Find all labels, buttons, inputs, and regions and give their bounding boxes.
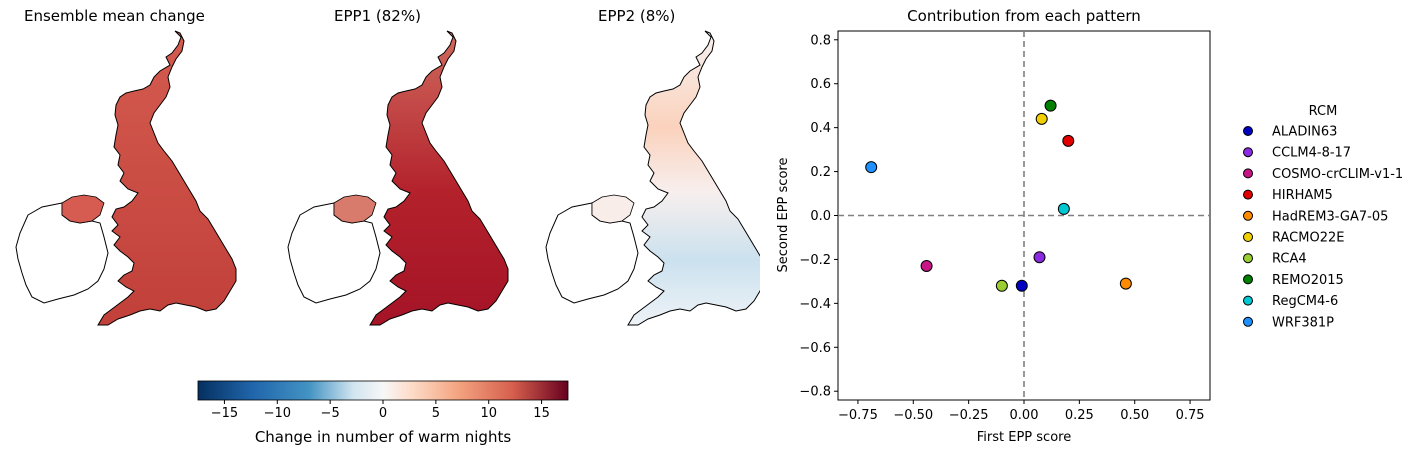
legend-marker [1243, 126, 1253, 136]
y-tick-label: 0.6 [810, 77, 831, 92]
legend-entry: CCLM4-8-17 [1272, 146, 1351, 161]
y-tick-label: 0.0 [810, 209, 831, 224]
scatter-point-hadrem3-ga7-05 [1119, 277, 1132, 290]
map-title-epp1: EPP1 (82%) [334, 7, 421, 25]
legend-marker [1243, 295, 1253, 306]
colorbar-label: Change in number of warm nights [254, 428, 512, 446]
scatter-point-hirham5 [1062, 134, 1075, 147]
legend-entry: RACMO22E [1272, 231, 1344, 246]
colorbar-gradient [197, 380, 569, 401]
legend: RCM ALADIN63 CCLM4-8-17 COSMO-crCLIM-v1-1 H… [1243, 104, 1403, 330]
y-tick-label: 0.2 [810, 165, 831, 180]
y-tick-label: −0.4 [799, 297, 831, 312]
scatter-point-aladin63 [1015, 279, 1028, 292]
legend-marker [1243, 168, 1253, 179]
legend-marker [1243, 316, 1253, 327]
scatter-point-rca4 [995, 279, 1008, 292]
scatter-point-wrf381p [865, 161, 878, 174]
chart-title: Contribution from each pattern [907, 7, 1141, 25]
colorbar-tick-label: 10 [480, 406, 497, 418]
map-title-epp2: EPP2 (8%) [598, 7, 676, 25]
legend-entry: REMO2015 [1272, 273, 1344, 288]
colorbar-tick-label: 5 [432, 406, 440, 418]
colorbar-tick-label: −10 [264, 406, 291, 418]
scatter-point-cosmo-crclim-v1-1 [920, 260, 933, 273]
map-epp2 [545, 30, 760, 326]
legend-entry: WRF381P [1272, 315, 1334, 330]
legend-entry: RCA4 [1272, 252, 1307, 267]
x-tick-label: −0.75 [838, 408, 878, 423]
scatter-chart: −0.75 −0.50 −0.25 0.00 0.25 0.50 0.75 0.8 0.6 0.… [776, 30, 1403, 445]
map-ensemble [15, 30, 237, 326]
x-tick-label: −0.25 [949, 408, 989, 423]
legend-title: RCM [1309, 104, 1338, 119]
x-tick-label: 0.00 [1010, 408, 1039, 423]
scatter-point-racmo22e [1035, 112, 1048, 125]
colorbar-tick-label: −15 [211, 406, 238, 418]
x-axis-label: First EPP score [977, 430, 1071, 445]
colorbar-tick-label: 15 [533, 406, 550, 418]
uk-maps [15, 30, 760, 326]
legend-entry: HIRHAM5 [1272, 188, 1333, 203]
x-tick-label: 0.50 [1120, 408, 1149, 423]
x-tick-label: 0.25 [1065, 408, 1094, 423]
x-tick-label: 0.75 [1176, 408, 1205, 423]
legend-marker [1243, 210, 1253, 221]
colorbar-tick-label: 0 [379, 406, 387, 418]
y-tick-label: 0.4 [810, 121, 831, 136]
y-tick-label: −0.8 [799, 385, 831, 400]
map-epp1 [287, 30, 509, 326]
y-tick-label: 0.8 [810, 33, 831, 48]
legend-entry: RegCM4-6 [1272, 294, 1338, 309]
legend-marker [1243, 253, 1253, 264]
legend-entry: ALADIN63 [1272, 125, 1337, 140]
y-tick-label: −0.2 [799, 253, 831, 268]
y-axis-label: Second EPP score [776, 158, 791, 273]
legend-marker [1243, 232, 1253, 242]
legend-marker [1243, 147, 1253, 158]
legend-entry: COSMO-crCLIM-v1-1 [1272, 167, 1403, 182]
scatter-point-regcm4-6 [1057, 202, 1070, 215]
legend-marker [1243, 274, 1253, 285]
map-title-ensemble: Ensemble mean change [24, 7, 205, 25]
colorbar-tick-label: −5 [321, 406, 340, 418]
scatter-point-remo2015 [1044, 99, 1057, 112]
y-tick-label: −0.6 [799, 341, 831, 356]
legend-entry: HadREM3-GA7-05 [1272, 209, 1388, 224]
x-tick-label: −0.50 [893, 408, 933, 423]
scatter-point-cclm4-8-17 [1033, 251, 1046, 264]
colorbar: −15 −10 −5 0 5 10 15 [197, 380, 569, 418]
legend-marker [1243, 189, 1253, 200]
